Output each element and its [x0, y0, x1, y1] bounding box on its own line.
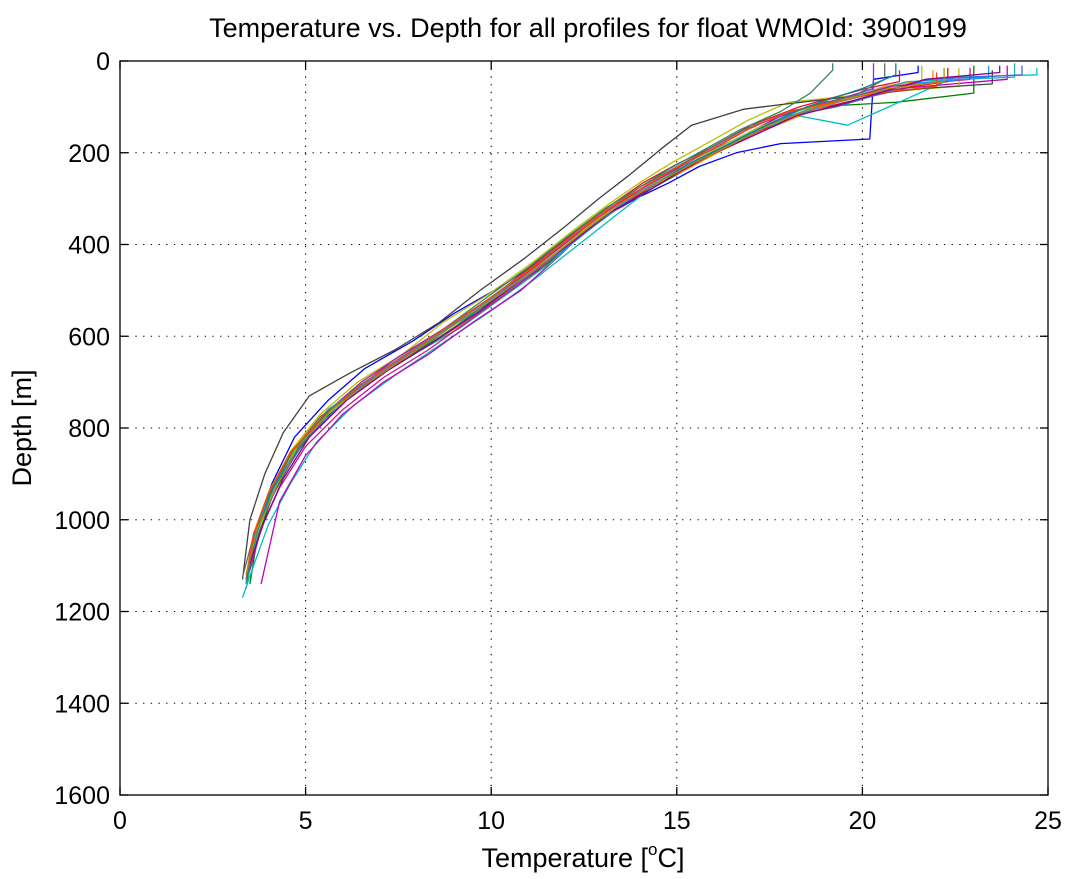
y-tick-label: 1000 — [54, 507, 110, 535]
series-line-4 — [241, 67, 1038, 598]
x-tick-label: 5 — [299, 807, 313, 835]
series-line-6 — [245, 67, 960, 575]
y-axis-label: Depth [m] — [7, 369, 37, 486]
x-tick-label: 10 — [477, 807, 505, 835]
x-axis-label: Temperature [oC] — [481, 840, 684, 873]
x-tick-label: 25 — [1034, 807, 1062, 835]
y-tick-label: 1400 — [54, 690, 110, 718]
series-line-20 — [249, 65, 1001, 564]
y-tick-label: 800 — [68, 415, 110, 443]
x-tick-label: 20 — [848, 807, 876, 835]
chart-title: Temperature vs. Depth for all profiles f… — [209, 13, 967, 43]
y-tick-label: 600 — [68, 323, 110, 351]
x-tick-label: 0 — [113, 807, 127, 835]
x-tick-labels: 0 5 10 15 20 25 — [113, 807, 1062, 835]
series-line-7 — [241, 70, 993, 580]
x-tick-label: 15 — [663, 807, 691, 835]
series-line-21 — [245, 67, 945, 575]
plot-series — [241, 63, 1038, 598]
y-tick-label: 1600 — [54, 782, 110, 810]
y-tick-labels: 0 200 400 600 800 1000 1200 1400 1600 — [54, 48, 110, 810]
y-tick-label: 400 — [68, 232, 110, 260]
y-tick-label: 0 — [96, 48, 110, 76]
axis-ticks — [119, 60, 1049, 796]
series-line-18 — [245, 72, 938, 579]
y-tick-label: 200 — [68, 140, 110, 168]
grid — [120, 61, 1048, 795]
y-tick-label: 1200 — [54, 599, 110, 627]
